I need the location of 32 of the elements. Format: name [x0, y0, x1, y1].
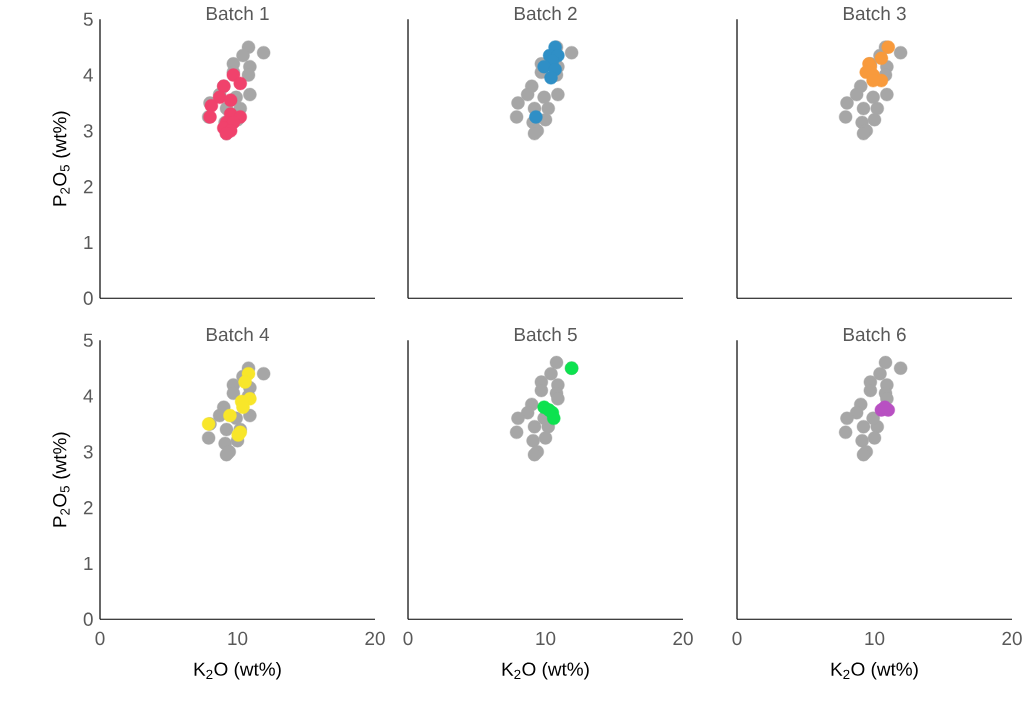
x-tick-label: 0	[403, 631, 413, 646]
x-tick-label: 20	[365, 631, 385, 646]
x-tick-label: 0	[95, 631, 105, 646]
x-tick-label: 10	[536, 631, 556, 646]
chart-title: Batch 2	[514, 6, 577, 21]
x-axis-title: K$_{2}$O (wt%)	[194, 661, 281, 680]
x-tick-label: 20	[1002, 631, 1022, 646]
y-tick-label: 3	[83, 445, 93, 459]
y-tick-label: 3	[83, 124, 93, 138]
y-tick-label: 0	[83, 612, 93, 626]
x-axis-title: K$_{2}$O (wt%)	[831, 661, 918, 680]
y-tick-label: 0	[83, 291, 93, 305]
x-tick-label: 10	[865, 631, 885, 646]
chart-title: Batch 5	[514, 327, 577, 342]
y-tick-label: 5	[83, 12, 93, 26]
y-tick-label: 4	[83, 68, 93, 82]
x-tick-label: 0	[732, 631, 742, 646]
y-tick-label: 5	[83, 333, 93, 347]
y-tick-label: 1	[84, 556, 93, 570]
chart-title: Batch 6	[843, 327, 906, 342]
chart-title: Batch 1	[206, 6, 269, 21]
x-tick-label: 20	[673, 631, 693, 646]
y-axis-title: P$_{2}$O$_{5}$ (wt%)	[52, 111, 71, 206]
chart-title: Batch 3	[843, 6, 906, 21]
y-tick-label: 4	[83, 389, 93, 403]
y-tick-label: 2	[83, 179, 93, 194]
y-tick-label: 2	[83, 500, 93, 515]
x-tick-label: 10	[228, 631, 248, 646]
y-tick-label: 1	[84, 235, 93, 249]
x-axis-title: K$_{2}$O (wt%)	[502, 661, 589, 680]
chart-title: Batch 4	[206, 327, 270, 342]
y-axis-title: P$_{2}$O$_{5}$ (wt%)	[52, 432, 71, 527]
